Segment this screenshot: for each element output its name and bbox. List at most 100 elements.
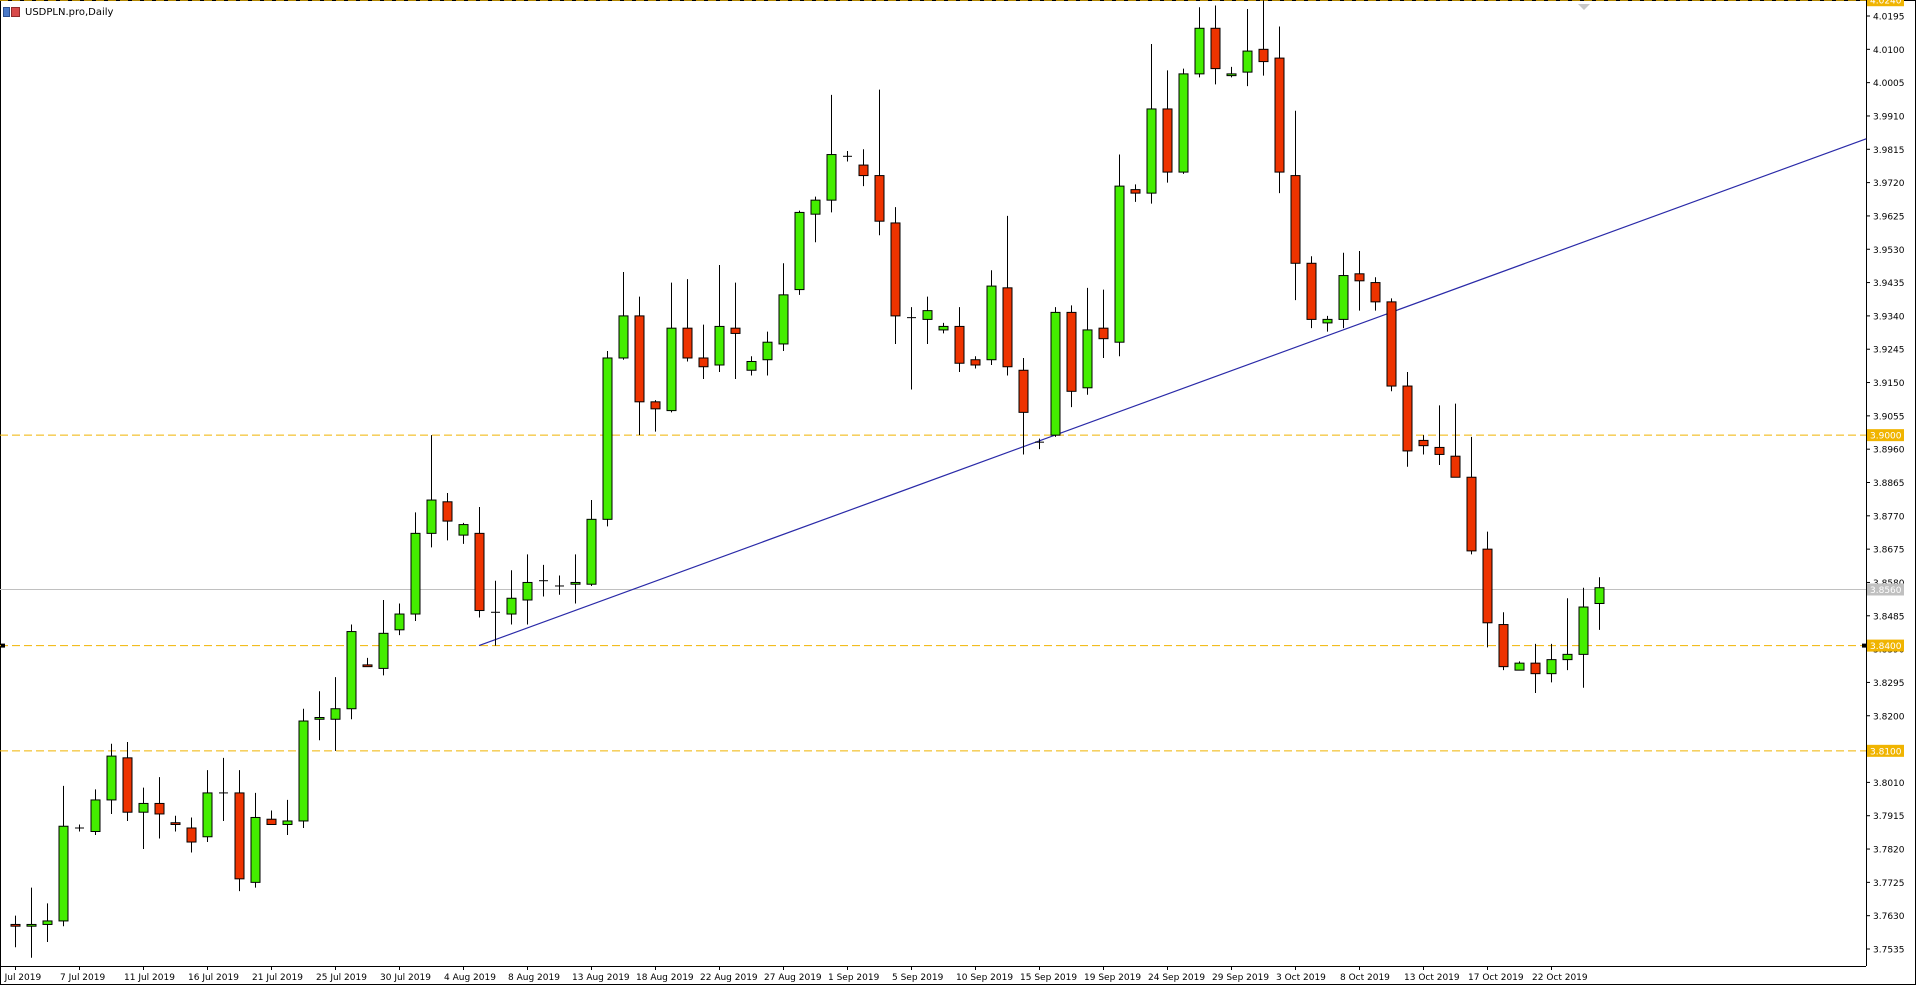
candle[interactable] — [650, 400, 661, 432]
candle[interactable] — [762, 331, 773, 376]
candle[interactable] — [1354, 251, 1365, 311]
trendline[interactable] — [478, 138, 1867, 647]
candle[interactable] — [970, 356, 981, 369]
candle[interactable] — [1386, 298, 1397, 392]
candle[interactable] — [234, 770, 245, 892]
candle[interactable] — [219, 757, 228, 821]
candle[interactable] — [1402, 372, 1413, 467]
candle[interactable] — [1370, 277, 1381, 311]
candle[interactable] — [42, 903, 53, 942]
candle[interactable] — [1050, 307, 1061, 437]
candle[interactable] — [1258, 0, 1269, 76]
candle[interactable] — [426, 435, 437, 548]
candle[interactable] — [1018, 357, 1029, 455]
candle[interactable] — [922, 296, 933, 344]
candle[interactable] — [186, 817, 197, 853]
candle[interactable] — [1242, 8, 1253, 87]
candle[interactable] — [1290, 110, 1301, 301]
candle[interactable] — [843, 151, 852, 162]
candle[interactable] — [1482, 531, 1493, 648]
candle[interactable] — [138, 787, 149, 850]
candle[interactable] — [746, 356, 757, 376]
candle[interactable] — [1098, 289, 1109, 358]
candle[interactable] — [1562, 598, 1573, 671]
candle[interactable] — [666, 282, 677, 413]
candle[interactable] — [1146, 44, 1157, 204]
candle[interactable] — [907, 307, 916, 390]
candle[interactable] — [1514, 661, 1525, 671]
candle[interactable] — [858, 149, 869, 187]
candle[interactable] — [474, 507, 485, 618]
candle[interactable] — [890, 207, 901, 344]
candle[interactable] — [58, 785, 69, 927]
candle[interactable] — [442, 493, 453, 541]
candle[interactable] — [122, 742, 133, 821]
candle[interactable] — [1466, 436, 1477, 555]
candle[interactable] — [602, 350, 613, 527]
candle[interactable] — [170, 815, 181, 832]
candle[interactable] — [1594, 577, 1605, 630]
candle[interactable] — [1194, 7, 1205, 78]
candle[interactable] — [1035, 438, 1044, 450]
candle[interactable] — [1306, 256, 1317, 329]
candle[interactable] — [394, 603, 405, 636]
candle[interactable] — [506, 570, 517, 625]
candle[interactable] — [1274, 26, 1285, 194]
candle[interactable] — [1546, 643, 1557, 683]
candle[interactable] — [378, 600, 389, 676]
candle[interactable] — [634, 296, 645, 436]
candle[interactable] — [298, 708, 309, 828]
candle[interactable] — [1082, 287, 1093, 395]
candle[interactable] — [938, 322, 949, 334]
candle[interactable] — [555, 575, 564, 595]
candle[interactable] — [75, 824, 84, 832]
candle[interactable] — [1418, 435, 1429, 455]
candle[interactable] — [106, 743, 117, 814]
candle[interactable] — [986, 270, 997, 365]
candle[interactable] — [410, 512, 421, 622]
candle[interactable] — [1226, 66, 1237, 78]
candle[interactable] — [714, 265, 725, 373]
candle[interactable] — [794, 210, 805, 295]
candle[interactable] — [730, 282, 741, 380]
candle[interactable] — [1450, 403, 1461, 478]
candle[interactable] — [266, 810, 277, 825]
candle[interactable] — [1066, 305, 1077, 408]
candle[interactable] — [1130, 184, 1141, 202]
candle[interactable] — [250, 792, 261, 888]
candle[interactable] — [202, 770, 213, 843]
candle[interactable] — [1434, 405, 1445, 465]
candle[interactable] — [1002, 215, 1013, 376]
candle[interactable] — [346, 624, 357, 720]
candle[interactable] — [10, 915, 21, 948]
candle[interactable] — [810, 196, 821, 243]
candle[interactable] — [330, 677, 341, 751]
candle[interactable] — [491, 580, 500, 646]
candle[interactable] — [698, 324, 709, 380]
candle[interactable] — [1114, 154, 1125, 357]
candle[interactable] — [826, 94, 837, 213]
candle[interactable] — [458, 522, 469, 544]
candle[interactable] — [1498, 612, 1509, 671]
candle[interactable] — [314, 691, 325, 741]
candle[interactable] — [1322, 315, 1333, 332]
candle[interactable] — [26, 887, 37, 958]
candle[interactable] — [362, 657, 373, 668]
candle[interactable] — [778, 263, 789, 351]
candle[interactable] — [522, 554, 533, 625]
chart-shift-marker[interactable] — [1578, 4, 1590, 10]
candle[interactable] — [1210, 5, 1221, 85]
candle[interactable] — [1578, 587, 1589, 688]
candle[interactable] — [1178, 68, 1189, 174]
candle[interactable] — [874, 89, 885, 236]
candle[interactable] — [954, 307, 965, 373]
candle[interactable] — [586, 500, 597, 586]
candle[interactable] — [90, 789, 101, 836]
candle[interactable] — [618, 272, 629, 360]
candle[interactable] — [682, 279, 693, 362]
candle[interactable] — [1338, 252, 1349, 329]
candle[interactable] — [282, 799, 293, 836]
candle[interactable] — [570, 554, 581, 604]
